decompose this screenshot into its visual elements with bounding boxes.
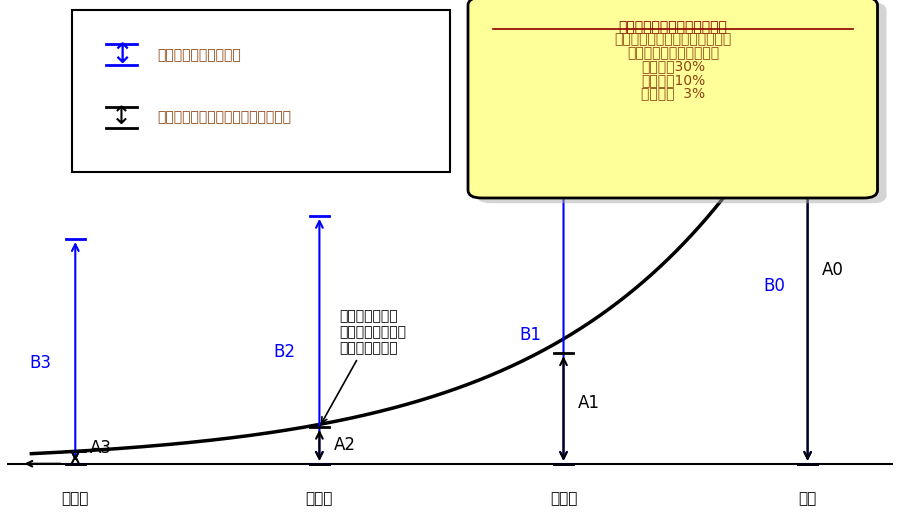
Text: ブログの更新継続率モデル：: ブログの更新継続率モデル： [619, 20, 727, 34]
Text: A3: A3 [90, 439, 112, 457]
Text: ２年後：10%: ２年後：10% [641, 73, 706, 87]
Text: 現在確認できる
アクティブブログ
の開設時期分布: 現在確認できる アクティブブログ の開設時期分布 [321, 309, 406, 423]
Text: B3: B3 [29, 354, 51, 371]
Text: B1: B1 [519, 326, 542, 344]
Text: 現在: 現在 [798, 491, 816, 506]
Text: A2: A2 [334, 437, 356, 454]
Text: A0: A0 [823, 261, 844, 279]
Text: にアクティブである確率: にアクティブである確率 [627, 46, 719, 60]
Text: B2: B2 [273, 343, 295, 361]
Text: 開設されたブログが一定期間後: 開設されたブログが一定期間後 [615, 32, 732, 46]
Text: １年前: １年前 [550, 491, 577, 506]
Text: ３年前: ３年前 [61, 491, 89, 506]
Text: ↕: ↕ [110, 41, 133, 69]
Text: 開設された総ブログ数: 開設された総ブログ数 [158, 48, 241, 61]
Text: ３年後：  3%: ３年後： 3% [641, 86, 706, 101]
Text: B0: B0 [764, 277, 786, 295]
Text: ↕: ↕ [111, 105, 132, 129]
Text: １年後：30%: １年後：30% [641, 59, 706, 73]
Text: A1: A1 [578, 394, 600, 412]
Text: ２年前: ２年前 [306, 491, 333, 506]
Text: 現在確認できるアクティブブログ数: 現在確認できるアクティブブログ数 [158, 110, 292, 124]
